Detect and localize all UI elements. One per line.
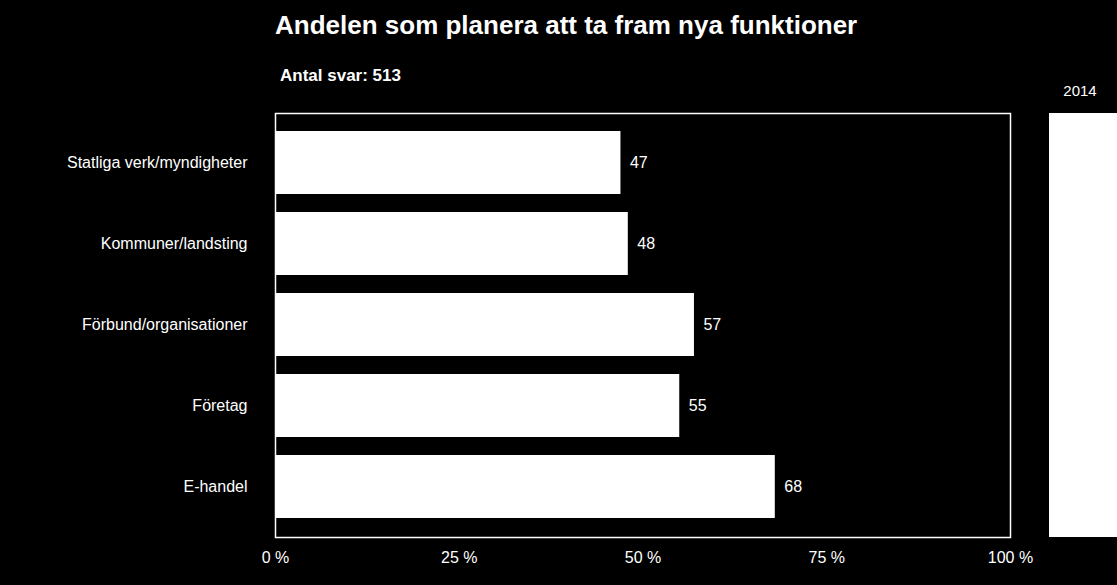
svg-text:Företag: Företag: [192, 397, 247, 414]
html-text:Antal svar: 513: Antal svar: 513: [280, 66, 401, 85]
svg-text:55: 55: [689, 397, 707, 414]
svg-text:68: 68: [784, 478, 802, 495]
svg-text:47: 47: [630, 154, 648, 171]
svg-text:Förbund/organisationer: Förbund/organisationer: [82, 316, 248, 333]
svg-text:48: 48: [637, 235, 655, 252]
svg-text:50 %: 50 %: [625, 549, 661, 566]
svg-text:2014: 2014: [1063, 82, 1096, 99]
svg-text:Statliga verk/myndigheter: Statliga verk/myndigheter: [67, 154, 248, 171]
svg-text:57: 57: [703, 316, 721, 333]
svg-text:75 %: 75 %: [809, 549, 845, 566]
html-text:Andelen som planera att ta fra: Andelen som planera att ta fram nya funk…: [275, 10, 858, 40]
svg-text:25 %: 25 %: [441, 549, 477, 566]
svg-text:100 %: 100 %: [988, 549, 1033, 566]
svg-text:0 %: 0 %: [262, 549, 290, 566]
svg-text:Kommuner/landsting: Kommuner/landsting: [101, 235, 248, 252]
svg-text:E-handel: E-handel: [183, 478, 247, 495]
